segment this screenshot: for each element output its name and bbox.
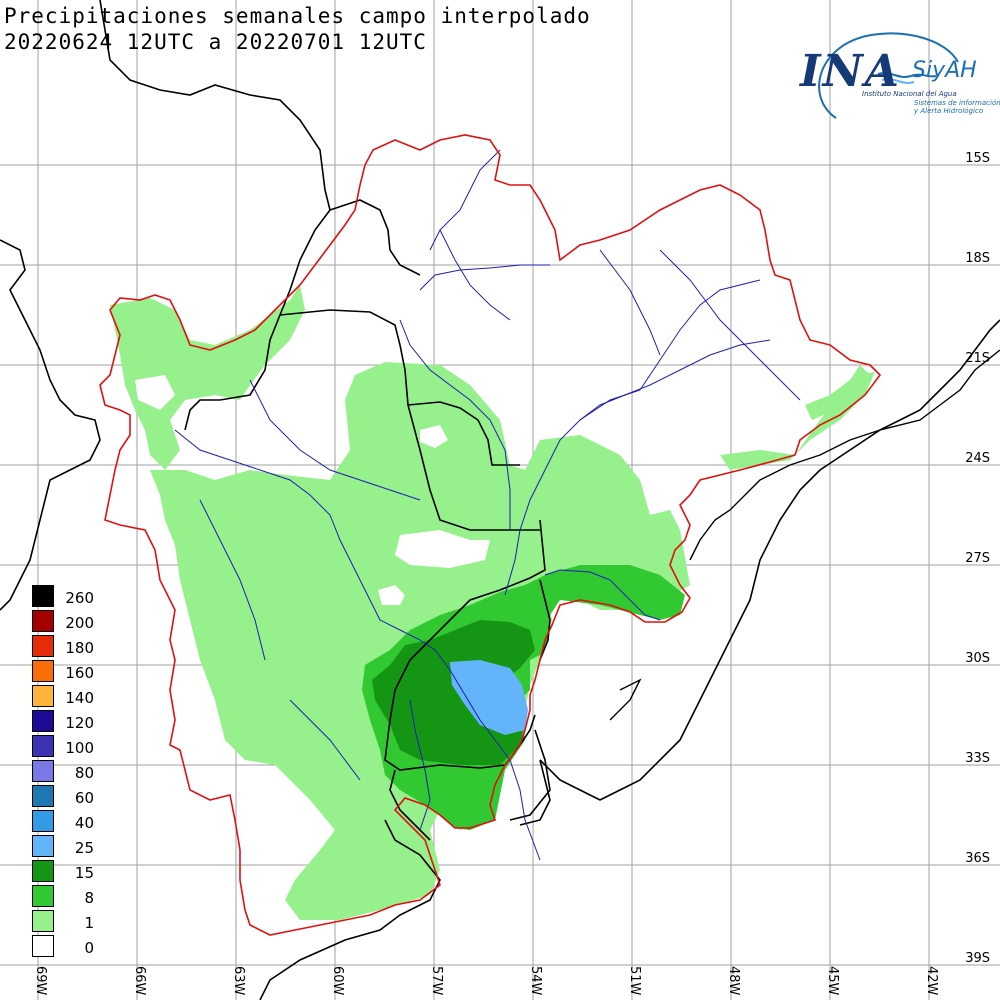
legend-label: 60 bbox=[74, 789, 94, 807]
map-date-range: 20220624 12UTC a 20220701 12UTC bbox=[4, 30, 427, 54]
logo-swoosh-icon bbox=[818, 32, 959, 119]
legend-swatch bbox=[32, 710, 54, 732]
rain-1mm-west bbox=[110, 285, 305, 470]
lat-label: 18S bbox=[965, 251, 990, 266]
lat-label: 39S bbox=[965, 951, 990, 966]
legend-swatch bbox=[32, 635, 54, 657]
coastline bbox=[609, 349, 1000, 721]
lat-label: 33S bbox=[965, 751, 990, 766]
legend-swatch bbox=[32, 885, 54, 907]
legend-swatch bbox=[32, 810, 54, 832]
legend-label: 160 bbox=[65, 664, 94, 682]
rain-1mm-north bbox=[805, 365, 870, 420]
legend-swatch bbox=[32, 785, 54, 807]
logo-subtitle: Instituto Nacional del Agua bbox=[862, 90, 957, 98]
legend-label: 140 bbox=[65, 689, 94, 707]
lon-label: 63W bbox=[231, 966, 246, 996]
lon-label: 48W bbox=[726, 966, 741, 996]
lon-label: 69W bbox=[33, 966, 48, 996]
map-title: Precipitaciones semanales campo interpol… bbox=[4, 4, 591, 28]
legend-swatch bbox=[32, 735, 54, 757]
legend-label: 200 bbox=[65, 614, 94, 632]
lat-label: 27S bbox=[965, 551, 990, 566]
legend-label: 120 bbox=[65, 714, 94, 732]
legend-swatch bbox=[32, 585, 54, 607]
logo-siyah-text: SiyAH bbox=[912, 58, 977, 83]
legend-swatch bbox=[32, 935, 54, 957]
legend-label: 1 bbox=[84, 914, 94, 932]
lon-label: 60W bbox=[330, 966, 345, 996]
lon-label: 54W bbox=[528, 966, 543, 996]
lon-label: 51W bbox=[627, 966, 642, 996]
legend-label: 180 bbox=[65, 639, 94, 657]
legend-swatch bbox=[32, 685, 54, 707]
legend-label: 8 bbox=[84, 889, 94, 907]
legend-swatch bbox=[32, 860, 54, 882]
legend-swatch bbox=[32, 910, 54, 932]
dry-hole-2 bbox=[420, 425, 448, 448]
dry-hole-3 bbox=[395, 530, 490, 568]
legend-label: 80 bbox=[74, 764, 94, 782]
logo-ina-text: INA bbox=[800, 46, 901, 97]
dry-hole-4 bbox=[135, 375, 175, 410]
rain-25mm bbox=[450, 660, 528, 735]
basin-outline bbox=[99, 134, 882, 936]
logo-tagline-2: y Alerta Hidrológico bbox=[914, 107, 984, 115]
lat-label: 24S bbox=[965, 451, 990, 466]
lat-label: 30S bbox=[965, 651, 990, 666]
legend-swatch bbox=[32, 610, 54, 632]
lon-label: 66W bbox=[132, 966, 147, 996]
ina-siyah-logo: INA SiyAH Instituto Nacional del Agua Si… bbox=[796, 28, 1000, 132]
logo-tagline-1: Sistemas de información bbox=[914, 99, 1000, 107]
legend-swatch bbox=[32, 660, 54, 682]
legend-label: 15 bbox=[74, 864, 94, 882]
rivers bbox=[174, 149, 801, 861]
legend-label: 100 bbox=[65, 739, 94, 757]
rain-8mm bbox=[362, 565, 685, 830]
lon-label: 57W bbox=[429, 966, 444, 996]
dry-hole-1 bbox=[378, 585, 405, 605]
legend-label: 25 bbox=[74, 839, 94, 857]
legend-label: 260 bbox=[65, 589, 94, 607]
lat-label: 21S bbox=[965, 351, 990, 366]
legend-swatch bbox=[32, 835, 54, 857]
lon-label: 45W bbox=[825, 966, 840, 996]
lat-label: 15S bbox=[965, 151, 990, 166]
legend-label: 40 bbox=[74, 814, 94, 832]
lon-label: 42W bbox=[924, 966, 939, 996]
legend-label: 0 bbox=[84, 939, 94, 957]
lat-label: 36S bbox=[965, 851, 990, 866]
legend-swatch bbox=[32, 760, 54, 782]
precipitation-field bbox=[110, 285, 875, 920]
